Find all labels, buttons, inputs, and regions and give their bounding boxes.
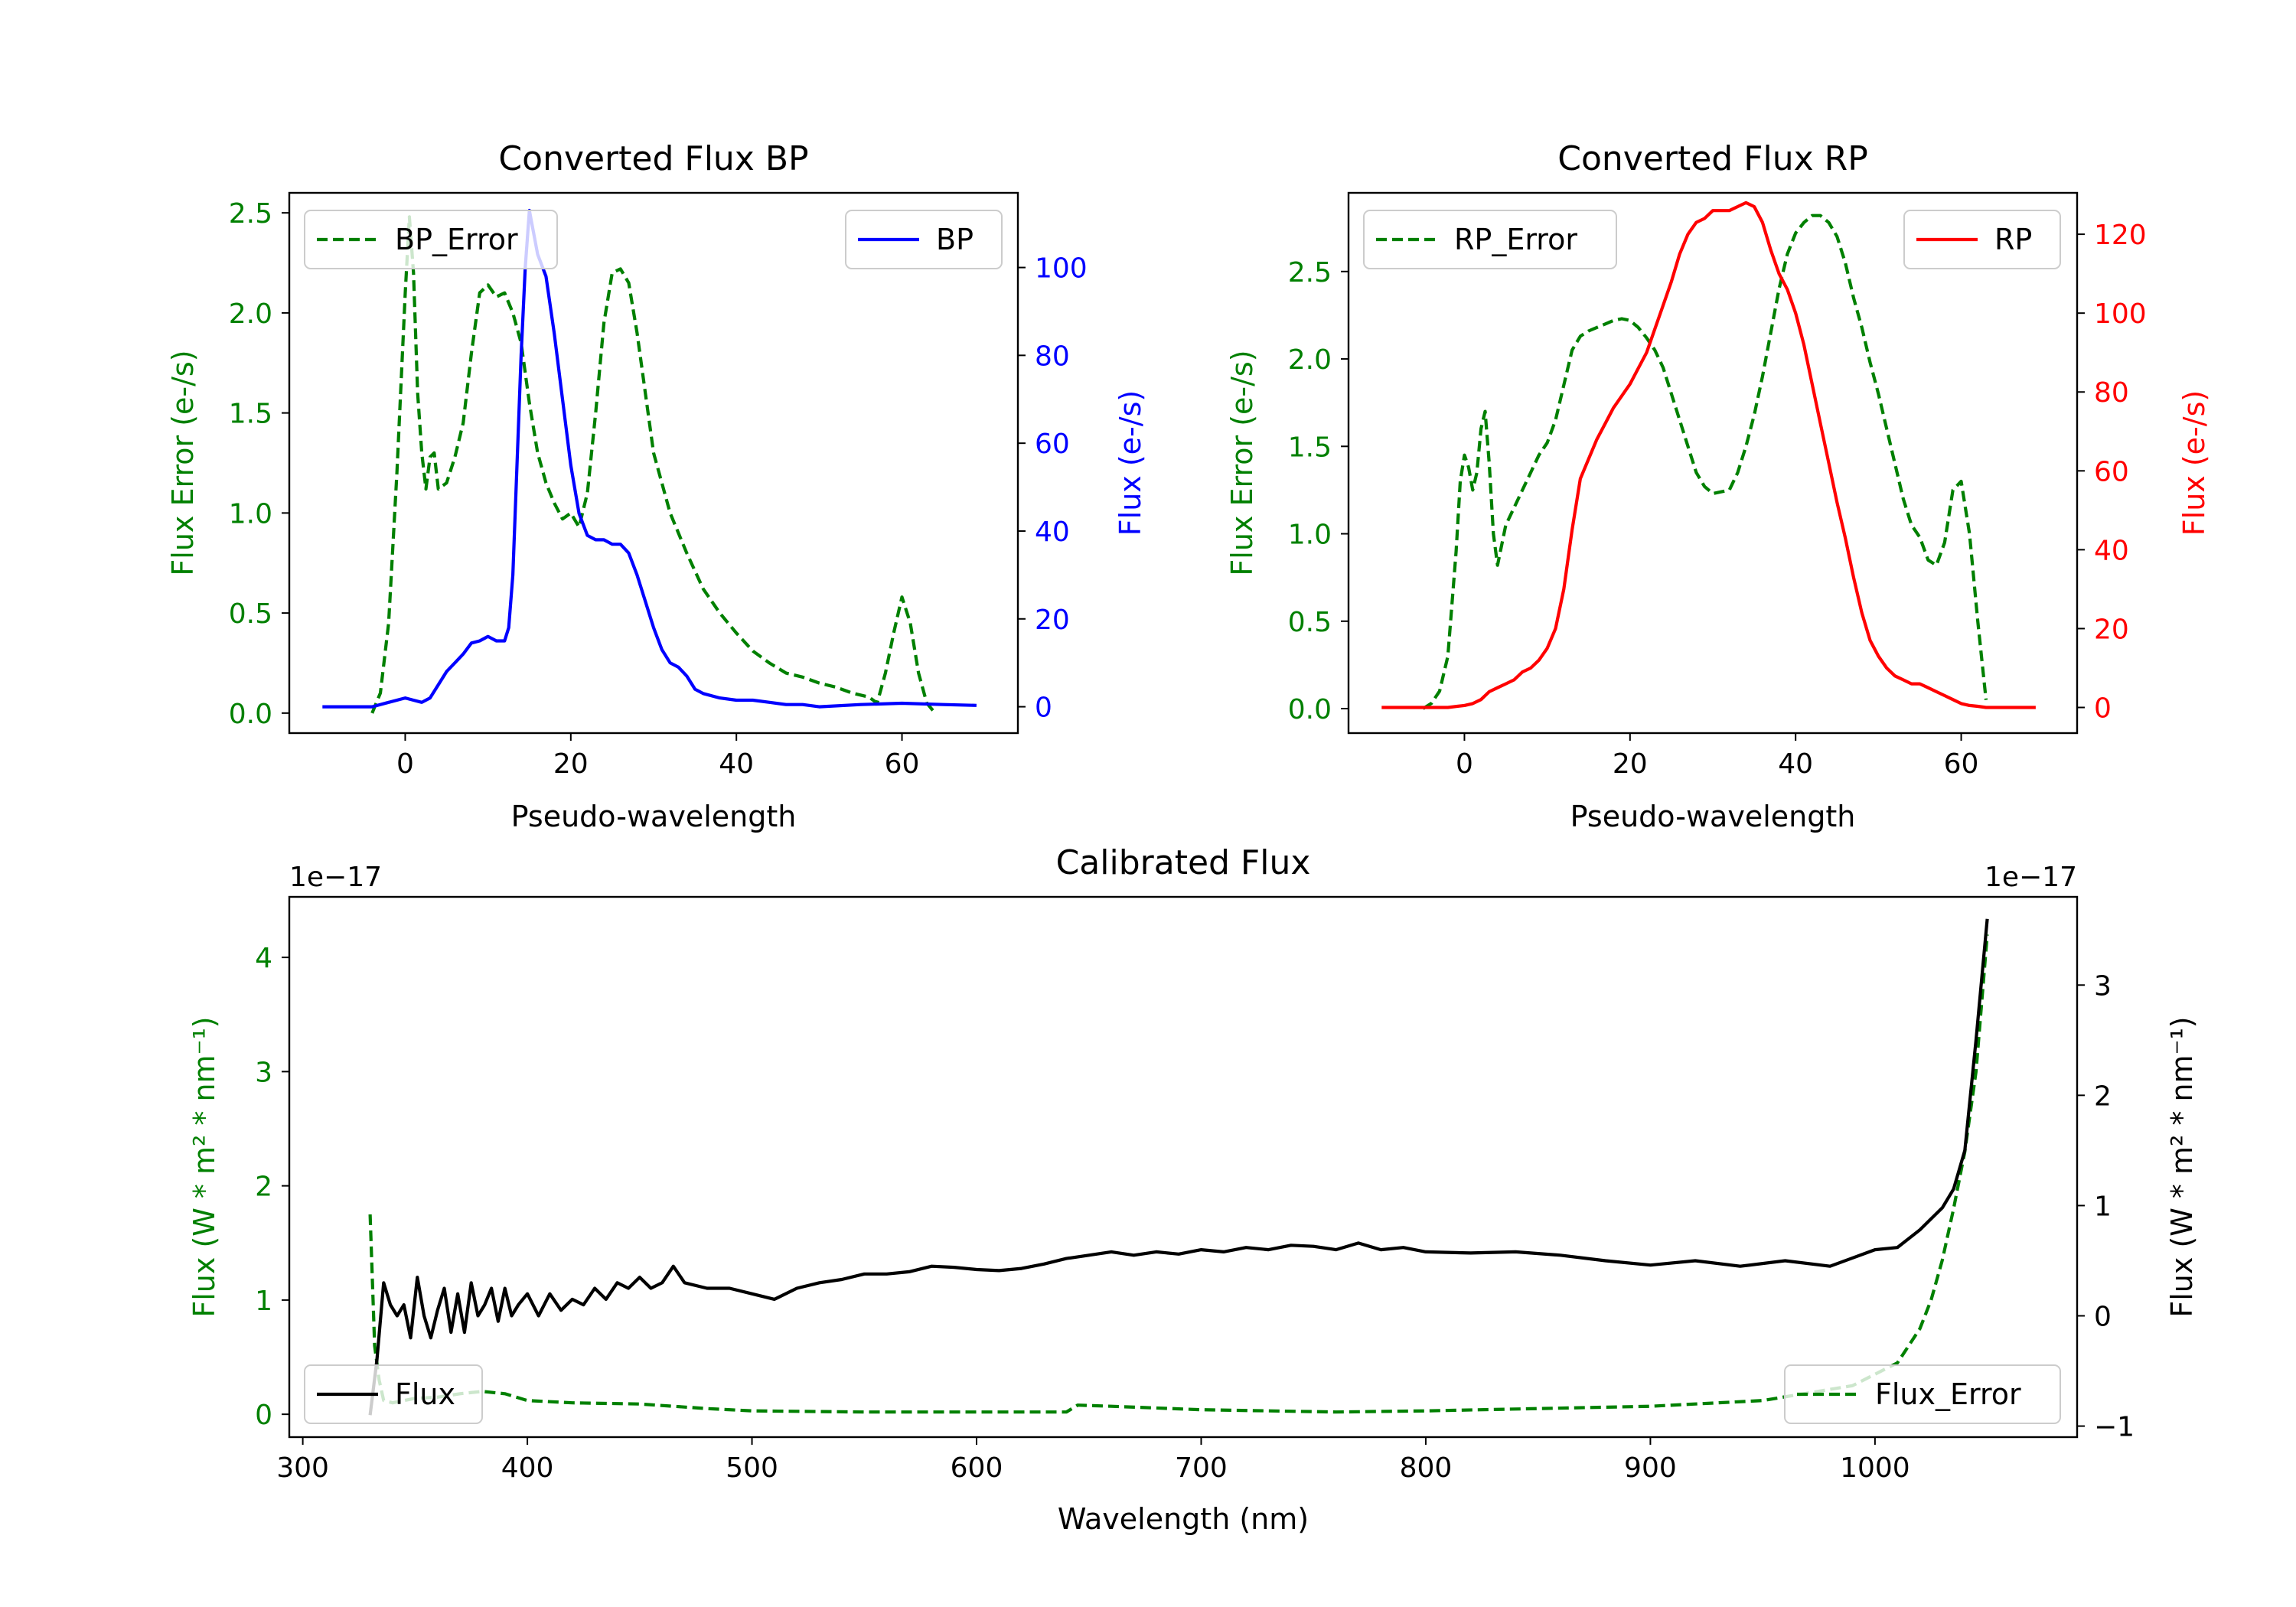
cal-xtick-label: 800	[1400, 1452, 1453, 1484]
bp-xtick-label: 40	[719, 748, 754, 780]
rp-ytick-right-label: 100	[2094, 298, 2147, 330]
rp-ytick-right-label: 20	[2094, 614, 2129, 645]
rp-ytick-right-label: 0	[2094, 693, 2112, 725]
bp-legend-right-label: BP	[936, 223, 974, 256]
bp-ytick-right-label: 80	[1035, 341, 1070, 372]
cal-title: Calibrated Flux	[1056, 843, 1311, 882]
bp-legend-left	[304, 210, 558, 269]
bp-axes-frame	[288, 191, 1019, 735]
rp-xtick-label: 0	[1456, 748, 1473, 780]
bp-legend-left-label: BP_Error	[395, 223, 518, 256]
bp-xlabel: Pseudo-wavelength	[511, 800, 797, 833]
bp-ytick-right-label: 20	[1035, 605, 1070, 636]
bp-ytick-left-label: 0.0	[229, 699, 272, 730]
cal-xtick-label: 700	[1175, 1452, 1228, 1484]
cal-legend-left	[304, 1364, 483, 1424]
cal-xtick-label: 300	[276, 1452, 329, 1484]
rp-series-rp	[1381, 200, 2036, 709]
cal-ytick-left-label: 1	[255, 1286, 272, 1317]
bp-legend-right	[845, 210, 1003, 269]
cal-legend-right-label: Flux_Error	[1875, 1377, 2021, 1411]
rp-ylabel-left: Flux Error (e-/s)	[1225, 350, 1259, 575]
rp-xtick-label: 60	[1944, 748, 1979, 780]
bp-title: Converted Flux BP	[498, 139, 808, 178]
bp-ytick-right-label: 0	[1035, 693, 1052, 724]
cal-ytick-right-label: 0	[2094, 1302, 2112, 1333]
cal-xtick-label: 500	[726, 1452, 778, 1484]
cal-series-flux-error	[368, 934, 1989, 1414]
cal-xlabel: Wavelength (nm)	[1058, 1502, 1309, 1536]
cal-offset-left: 1e−17	[289, 862, 382, 893]
cal-legend-left-label: Flux	[395, 1377, 455, 1411]
rp-legend-right-label: RP	[1994, 223, 2032, 256]
cal-xtick-label: 400	[501, 1452, 554, 1484]
rp-ytick-right-label: 120	[2094, 220, 2147, 251]
bp-ylabel-left: Flux Error (e-/s)	[166, 350, 200, 575]
cal-ylabel-left: Flux (W * m² * nm⁻¹)	[188, 1016, 221, 1317]
rp-title: Converted Flux RP	[1557, 139, 1868, 178]
cal-xtick-label: 600	[951, 1452, 1003, 1484]
cal-ytick-left-label: 3	[255, 1057, 272, 1088]
bp-ytick-left-label: 1.0	[229, 498, 272, 530]
rp-xtick-label: 40	[1778, 748, 1813, 780]
rp-ylabel-right: Flux (e-/s)	[2177, 390, 2211, 536]
cal-xtick-label: 1000	[1840, 1452, 1910, 1484]
rp-ytick-right-label: 80	[2094, 377, 2129, 409]
rp-xlabel: Pseudo-wavelength	[1570, 800, 1856, 833]
rp-ytick-left-label: 2.0	[1288, 344, 1332, 376]
rp-ytick-left-label: 2.5	[1288, 257, 1332, 288]
cal-legend-right	[1784, 1364, 2061, 1424]
bp-ytick-left-label: 0.5	[229, 598, 272, 630]
rp-legend-left	[1363, 210, 1617, 269]
rp-ytick-left-label: 0.5	[1288, 607, 1332, 638]
bp-xtick-label: 20	[553, 748, 589, 780]
bp-ytick-right-label: 100	[1035, 253, 1088, 285]
rp-ytick-left-label: 1.0	[1288, 520, 1332, 551]
rp-axes-frame	[1347, 191, 2079, 735]
cal-ytick-left-label: 4	[255, 943, 272, 974]
bp-ytick-left-label: 2.5	[229, 198, 272, 230]
cal-ytick-left-label: 2	[255, 1172, 272, 1203]
rp-xtick-label: 20	[1613, 748, 1648, 780]
cal-ytick-right-label: 1	[2094, 1191, 2112, 1222]
bp-xtick-label: 60	[885, 748, 920, 780]
rp-ytick-left-label: 1.5	[1288, 432, 1332, 463]
rp-legend-right	[1903, 210, 2061, 269]
bp-ylabel-right: Flux (e-/s)	[1114, 390, 1147, 536]
cal-ytick-right-label: 3	[2094, 970, 2112, 1002]
rp-legend-left-label: RP_Error	[1454, 223, 1577, 256]
rp-ytick-right-label: 60	[2094, 456, 2129, 487]
cal-axes-frame	[288, 895, 2079, 1439]
bp-ytick-left-label: 1.5	[229, 399, 272, 430]
cal-ytick-left-label: 0	[255, 1400, 272, 1431]
cal-xtick-label: 900	[1624, 1452, 1677, 1484]
cal-series-flux	[368, 918, 1989, 1416]
bp-ytick-right-label: 40	[1035, 517, 1070, 548]
cal-ytick-right-label: 2	[2094, 1081, 2112, 1112]
bp-ytick-left-label: 2.0	[229, 298, 272, 330]
cal-ytick-right-label: −1	[2094, 1412, 2135, 1443]
rp-ytick-left-label: 0.0	[1288, 694, 1332, 725]
bp-series-bp	[322, 208, 977, 709]
cal-offset-right: 1e−17	[1985, 862, 2077, 893]
bp-ytick-right-label: 60	[1035, 429, 1070, 460]
cal-ylabel-right: Flux (W * m² * nm⁻¹)	[2165, 1016, 2199, 1317]
rp-ytick-right-label: 40	[2094, 535, 2129, 566]
bp-xtick-label: 0	[396, 748, 414, 780]
rp-series-rp-error	[1422, 214, 1988, 710]
bp-series-bp-error	[370, 215, 937, 715]
